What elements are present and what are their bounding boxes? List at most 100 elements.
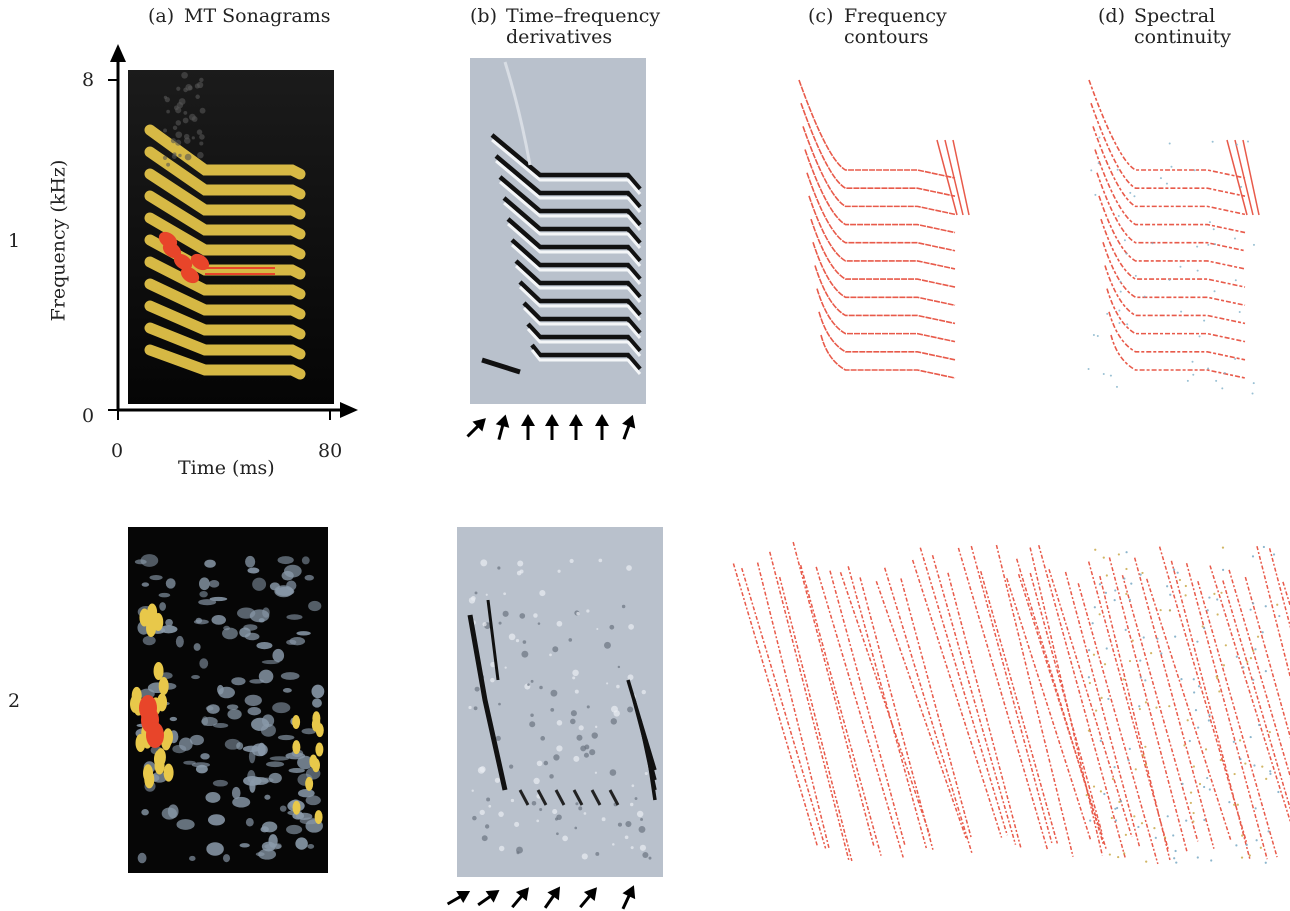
column-header-a: (a) MT Sonagrams (148, 5, 331, 27)
harmonic-band (144, 168, 306, 220)
x-tick-right: 80 (318, 440, 343, 462)
contour-line (1268, 548, 1290, 629)
contour-line (816, 288, 956, 343)
contour-line (875, 580, 967, 839)
contour-line (1121, 574, 1199, 842)
contour-line (859, 577, 934, 850)
contour-line (812, 242, 956, 307)
arrow-marker (579, 887, 597, 909)
contour-line (1064, 571, 1141, 849)
x-tick-left: 0 (111, 440, 124, 462)
sonagram-row1 (128, 70, 334, 404)
harmonic-band (144, 300, 306, 340)
contour-line (911, 559, 1003, 838)
contour-line (741, 567, 827, 849)
contour-line (1244, 576, 1290, 739)
contour-line (799, 564, 882, 856)
contour-line (818, 311, 956, 361)
arrow-marker (545, 414, 559, 440)
contour-line (1029, 547, 1104, 856)
contour-line (1077, 583, 1159, 865)
contour-line (1133, 557, 1215, 849)
arrow-marker (622, 414, 636, 440)
contour-line (839, 571, 931, 837)
contour-line (1110, 334, 1246, 379)
contour-line (778, 576, 853, 862)
contour-line (1096, 172, 1246, 252)
contour-line (847, 566, 928, 849)
contour-line (995, 544, 1074, 857)
y-tick-top: 8 (82, 69, 95, 91)
harmonic-band (144, 256, 306, 300)
harmonic-band (144, 124, 306, 180)
contour-line (814, 265, 956, 325)
column-header-d: (d) Spectral continuity (1098, 5, 1231, 48)
contour-line (792, 541, 875, 848)
contour-line (970, 545, 1053, 844)
arrow-marker (477, 889, 500, 907)
contour-line (947, 572, 1022, 850)
contour-line (1145, 578, 1232, 841)
contour-line (1094, 149, 1246, 234)
energy-hotspot (158, 231, 178, 249)
arrows-row1 (466, 414, 636, 440)
contour-line (1090, 102, 1246, 197)
row-label-2: 2 (8, 690, 21, 712)
arrow-marker (466, 418, 486, 438)
arrow-marker (511, 887, 529, 909)
contour-line (931, 554, 1017, 845)
contour-line (1158, 546, 1248, 842)
column-header-b: (b) Time–frequency derivatives (470, 5, 661, 48)
contour-line (1108, 557, 1188, 852)
harmonic-band (144, 212, 306, 260)
contour-line (1088, 79, 1246, 179)
contour-line (1170, 560, 1251, 860)
contour-line (1108, 311, 1246, 361)
contour-line (1098, 195, 1246, 270)
arrow-marker (543, 886, 561, 909)
harmonic-band (144, 344, 306, 380)
contour-line (1256, 546, 1290, 679)
contour-line (1228, 569, 1290, 779)
contour-line (957, 547, 1049, 851)
contour-line (800, 102, 956, 197)
contour-line (1099, 575, 1171, 861)
spectral-continuity-row2 (1015, 544, 1290, 865)
contour-line (804, 149, 956, 234)
energy-hotspot (190, 253, 210, 271)
contour-line (769, 551, 850, 860)
contour-line (919, 547, 1008, 836)
contour-line (1100, 218, 1246, 288)
frequency-contours-row1 (798, 79, 970, 379)
contour-line (815, 566, 904, 858)
contour-line (1185, 562, 1268, 860)
contour-line (802, 126, 956, 216)
derivative-row1 (470, 58, 646, 404)
harmonic-band (144, 278, 306, 320)
contour-line (1048, 569, 1133, 838)
contour-line (1038, 544, 1126, 858)
contour-line (1106, 288, 1246, 343)
contour-line (808, 195, 956, 270)
contour-line (756, 562, 830, 849)
arrows-row2 (446, 885, 636, 910)
x-axis-label: Time (ms) (178, 457, 275, 479)
arrow-marker (569, 414, 583, 440)
contour-line (829, 570, 906, 847)
arrow-marker (521, 414, 535, 440)
contour-line (1092, 126, 1246, 216)
contour-line (1209, 565, 1290, 823)
sonagram-row2 (128, 527, 328, 873)
harmonic-band (144, 322, 306, 360)
row-label-1: 1 (8, 230, 21, 252)
contour-line (1222, 580, 1290, 811)
contour-line (1197, 580, 1278, 858)
arrow-marker (495, 414, 510, 440)
harmonic-band (144, 190, 306, 240)
contour-line (806, 172, 956, 252)
axes-row1 (108, 44, 358, 420)
energy-hotspot (173, 253, 193, 271)
contour-line (979, 570, 1059, 844)
